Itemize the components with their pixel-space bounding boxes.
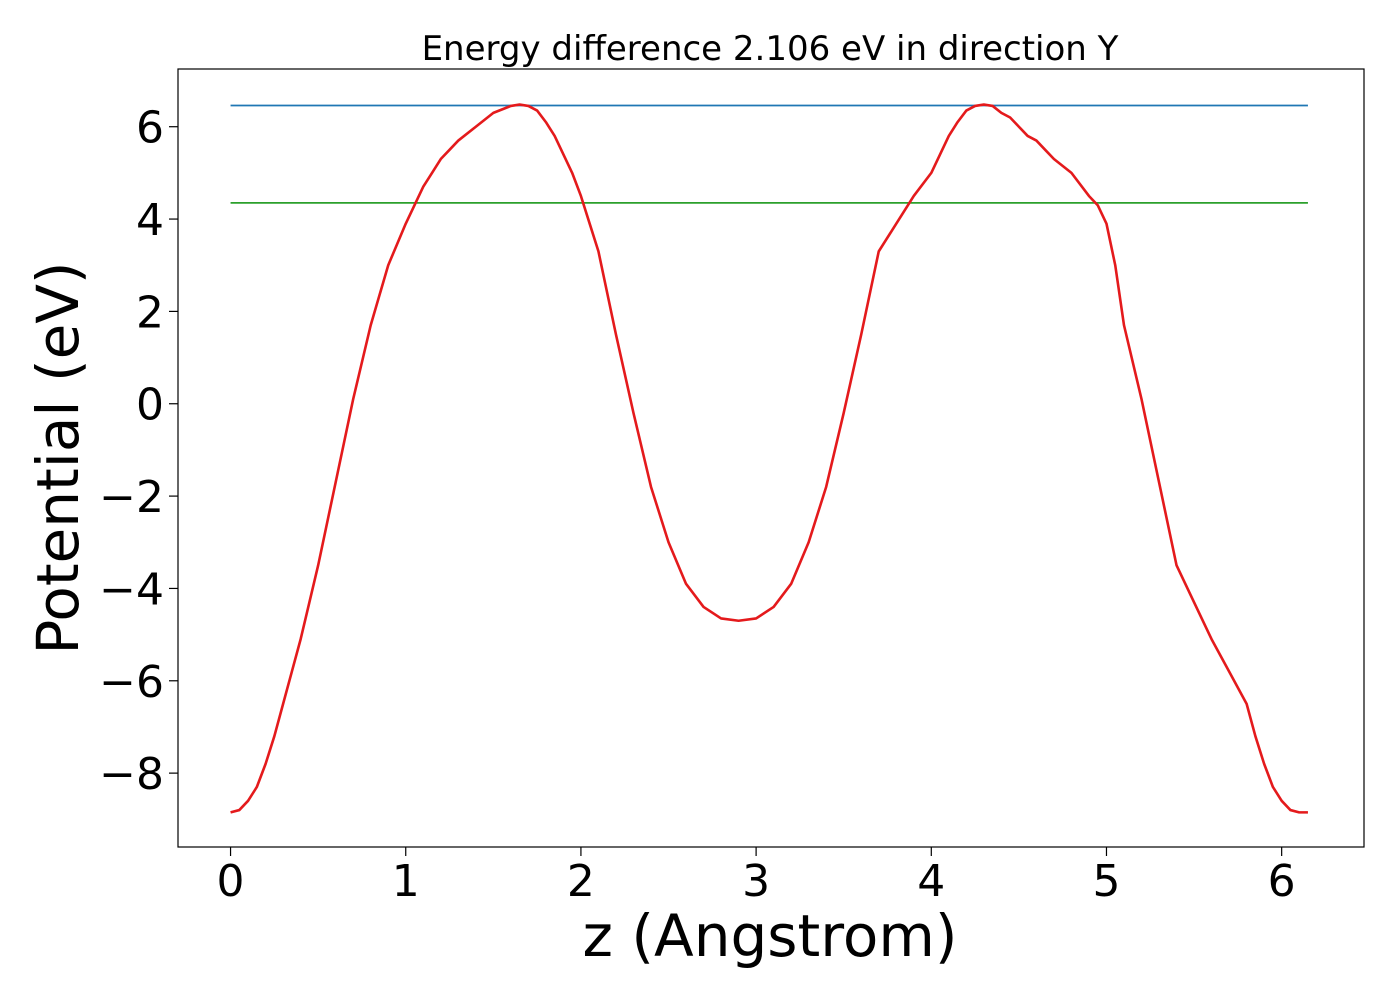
x-tick-label: 1 <box>392 856 420 907</box>
y-tick-label: −4 <box>99 564 164 615</box>
x-tick-label: 3 <box>742 856 770 907</box>
y-tick-label: −2 <box>99 472 164 523</box>
x-tick-label: 2 <box>567 856 595 907</box>
x-tick-label: 5 <box>1092 856 1120 907</box>
x-tick-label: 4 <box>917 856 945 907</box>
y-axis-ticks: −8 −6 −4 −2 0 2 4 6 <box>99 103 178 800</box>
x-tick-label: 6 <box>1268 856 1296 907</box>
y-tick-label: 0 <box>136 380 164 431</box>
y-tick-label: 4 <box>136 195 164 246</box>
y-tick-label: 2 <box>136 287 164 338</box>
plot-area <box>177 68 1365 848</box>
y-tick-label: −8 <box>99 749 164 800</box>
x-tick-label: 0 <box>217 856 245 907</box>
plot-frame <box>177 68 1365 848</box>
y-tick-label: −6 <box>99 657 164 708</box>
series-line-3 <box>230 103 1308 814</box>
chart-title: Energy difference 2.106 eV in direction … <box>422 29 1119 69</box>
series-layer <box>230 103 1308 814</box>
x-axis-ticks: 0 1 2 3 4 5 6 <box>217 847 1296 907</box>
x-axis-label: z (Angstrom) <box>583 902 958 970</box>
y-axis-label: Potential (eV) <box>24 261 92 654</box>
y-tick-label: 6 <box>136 103 164 154</box>
